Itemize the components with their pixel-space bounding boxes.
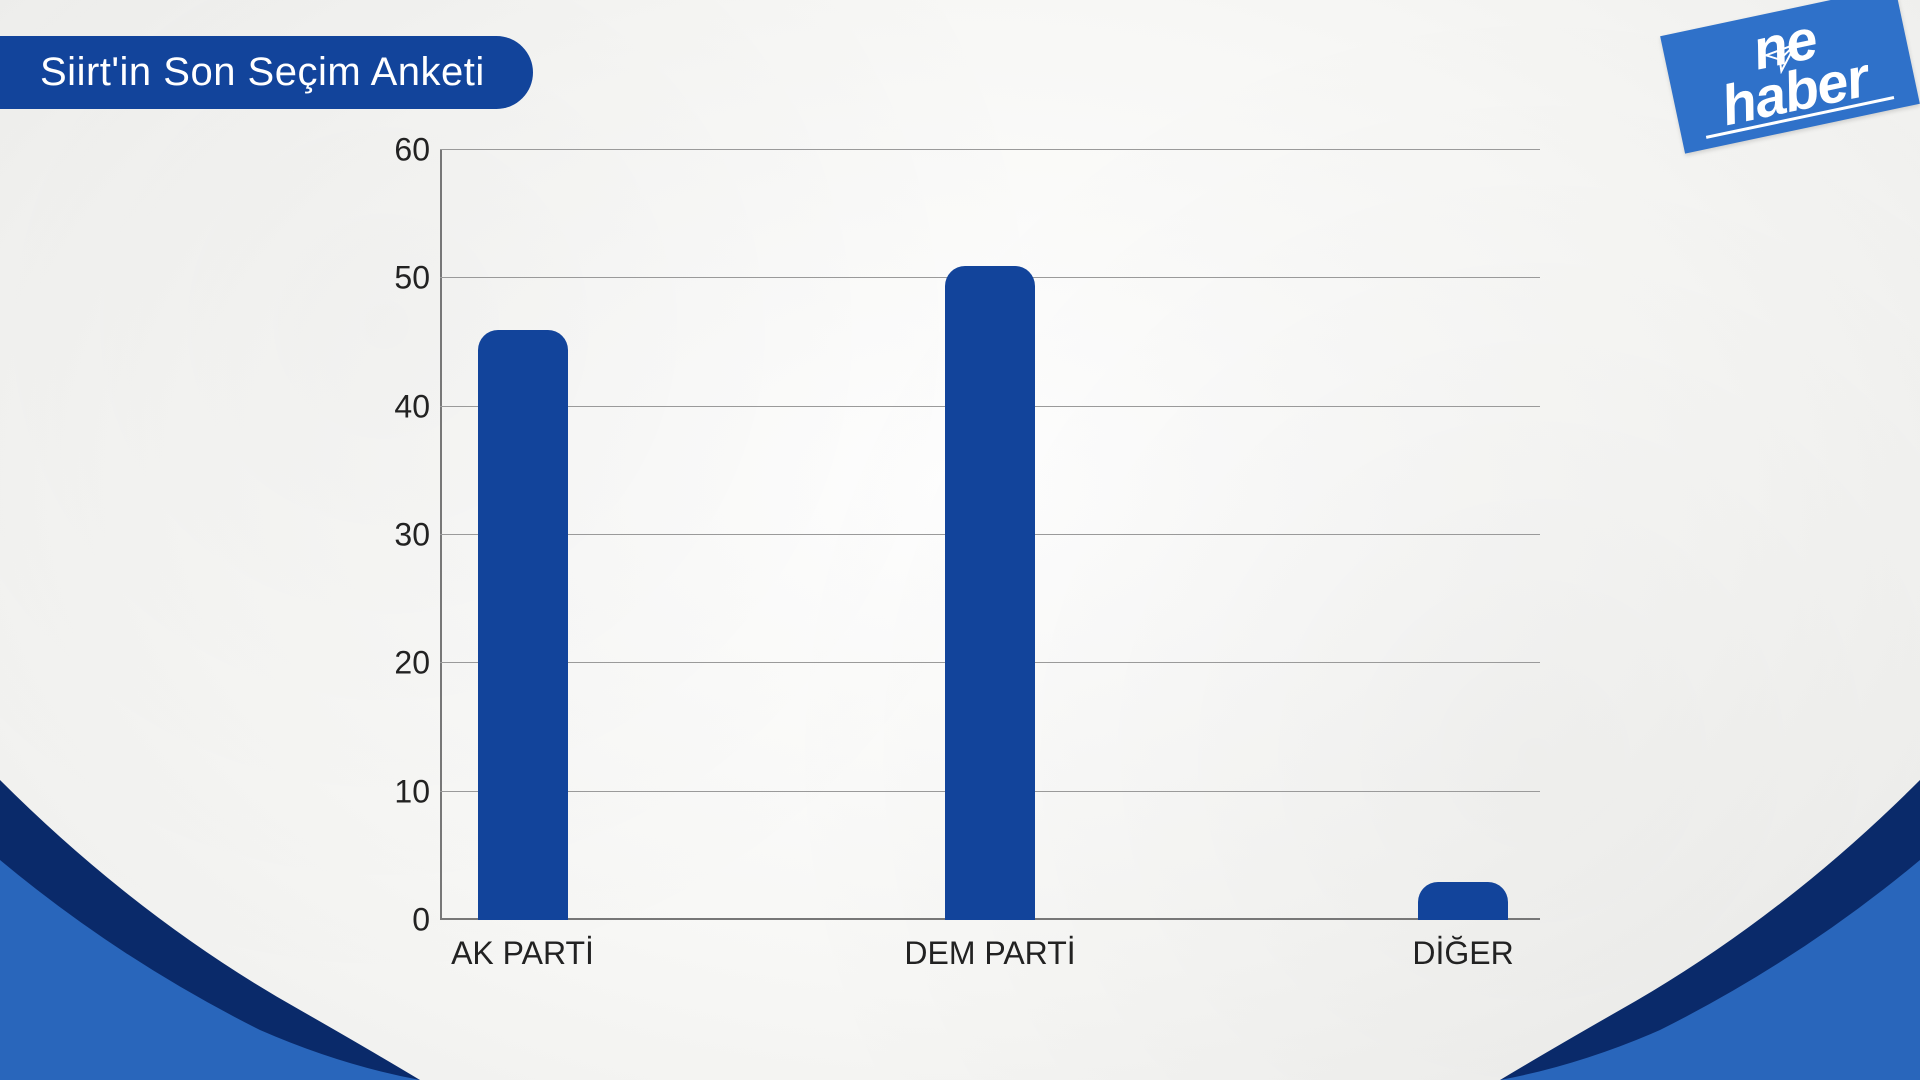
corner-wave-left bbox=[0, 660, 420, 1080]
chart-bar bbox=[945, 266, 1035, 921]
chart-x-tick-label: DEM PARTİ bbox=[904, 935, 1075, 972]
chart-y-tick-label: 0 bbox=[380, 902, 430, 939]
chart-bar bbox=[478, 330, 568, 920]
chart-gridline bbox=[440, 149, 1540, 150]
chart-y-tick-label: 30 bbox=[380, 517, 430, 554]
chart-plot-area: 0102030405060AK PARTİDEM PARTİDİĞER bbox=[440, 150, 1540, 920]
paper-plane-icon bbox=[1761, 38, 1798, 75]
chart-x-tick-label: AK PARTİ bbox=[451, 935, 594, 972]
chart-y-tick-label: 40 bbox=[380, 388, 430, 425]
chart-bar bbox=[1418, 882, 1508, 921]
chart-y-tick-label: 20 bbox=[380, 645, 430, 682]
poll-bar-chart: 0102030405060AK PARTİDEM PARTİDİĞER bbox=[380, 150, 1540, 980]
page-title: Siirt'in Son Seçim Anketi bbox=[0, 36, 533, 109]
chart-y-tick-label: 50 bbox=[380, 260, 430, 297]
wave-light-shape bbox=[0, 860, 420, 1080]
chart-y-axis bbox=[440, 150, 442, 920]
wave-light-shape bbox=[1500, 860, 1920, 1080]
brand-logo: ne haber bbox=[1660, 0, 1920, 154]
wave-dark-shape bbox=[1500, 780, 1920, 1080]
chart-y-tick-label: 60 bbox=[380, 132, 430, 169]
chart-y-tick-label: 10 bbox=[380, 773, 430, 810]
wave-dark-shape bbox=[0, 780, 420, 1080]
chart-x-tick-label: DİĞER bbox=[1412, 935, 1513, 972]
corner-wave-right bbox=[1500, 660, 1920, 1080]
